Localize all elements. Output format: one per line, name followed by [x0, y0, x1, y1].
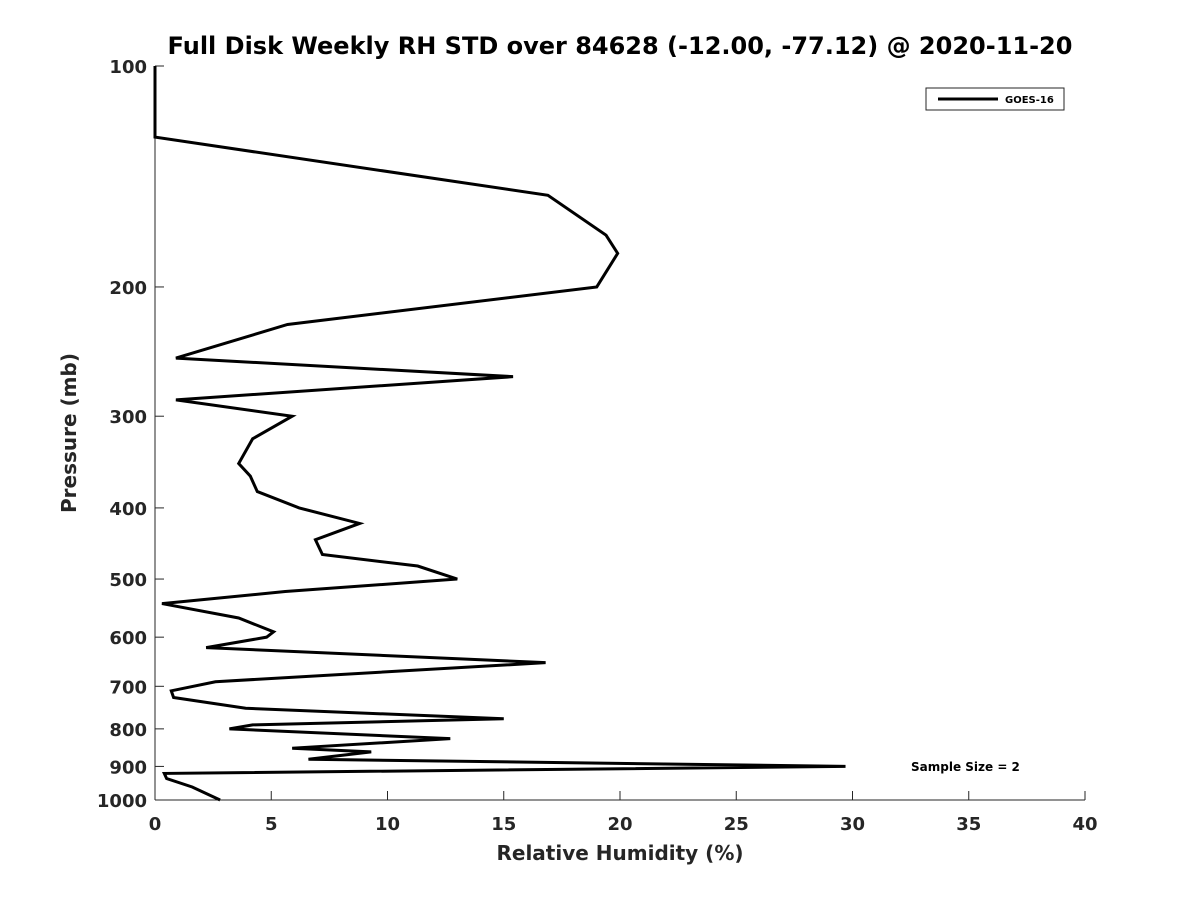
legend-entry: GOES-16 [1005, 95, 1054, 106]
y-tick-label: 400 [109, 499, 147, 520]
x-tick-label: 30 [840, 814, 865, 835]
y-axis-ticks: 100 200 300 400 500 600 700 800 900 1000 [97, 57, 164, 812]
plot-area: 0 5 10 15 20 25 30 35 40 100 200 300 400 500 600 700 80… [97, 57, 1098, 835]
y-tick-label: 700 [109, 677, 147, 698]
y-tick-label: 900 [109, 757, 147, 778]
x-tick-label: 0 [149, 814, 162, 835]
y-tick-label: 300 [109, 407, 147, 428]
y-tick-label: 600 [109, 628, 147, 649]
x-axis-ticks: 0 5 10 15 20 25 30 35 40 [149, 791, 1098, 835]
y-tick-label: 100 [109, 57, 147, 78]
x-axis-label: Relative Humidity (%) [496, 841, 743, 865]
x-tick-label: 5 [265, 814, 278, 835]
y-tick-label: 1000 [97, 791, 147, 812]
legend: GOES-16 [925, 87, 1065, 111]
sample-size-annotation: Sample Size = 2 [911, 760, 1020, 774]
x-tick-label: 15 [491, 814, 516, 835]
x-tick-label: 40 [1072, 814, 1097, 835]
chart-title: Full Disk Weekly RH STD over 84628 (-12.… [168, 32, 1073, 60]
x-tick-label: 20 [607, 814, 632, 835]
y-tick-label: 800 [109, 720, 147, 741]
series-group [153, 66, 846, 802]
x-tick-label: 25 [724, 814, 749, 835]
y-axis-label: Pressure (mb) [57, 353, 81, 513]
x-tick-label: 10 [375, 814, 400, 835]
y-tick-label: 200 [109, 278, 147, 299]
y-tick-label: 500 [109, 570, 147, 591]
x-tick-label: 35 [956, 814, 981, 835]
series-line-goes-16 [153, 66, 846, 802]
